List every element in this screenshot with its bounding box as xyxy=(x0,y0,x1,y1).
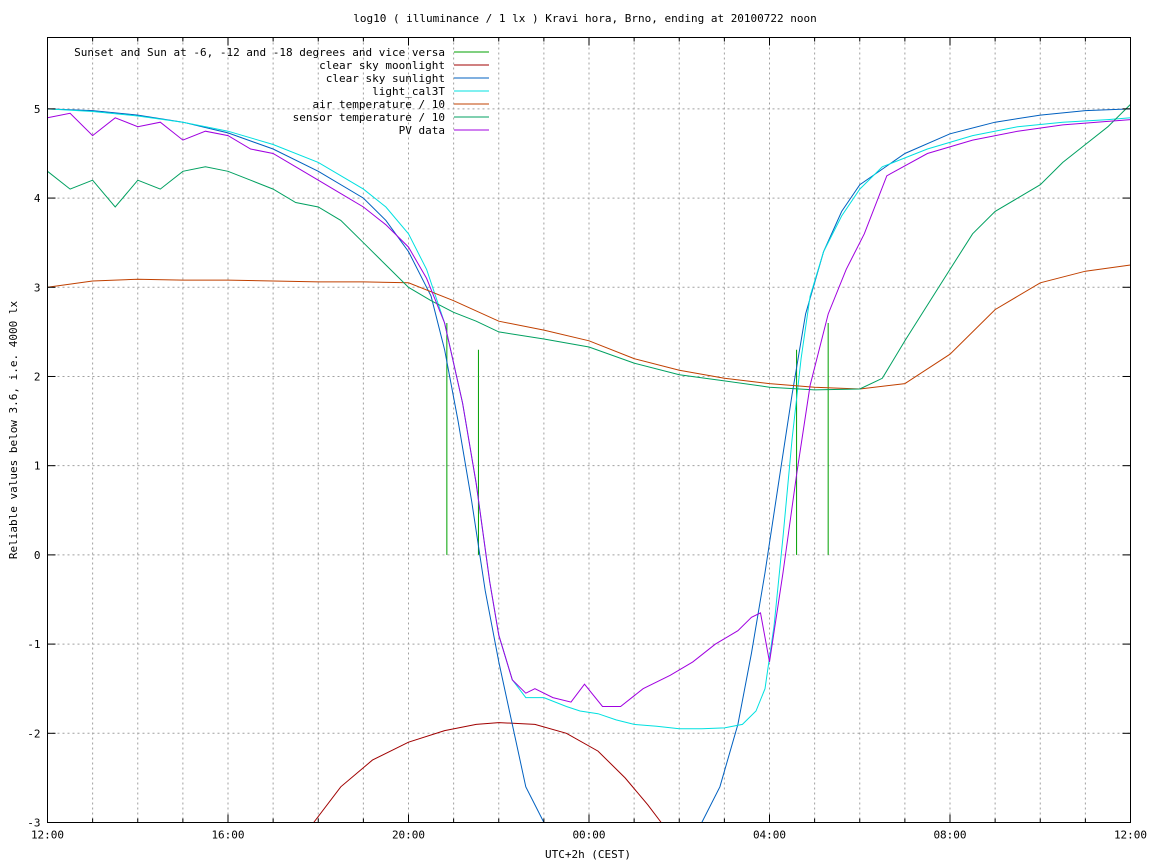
series-air-temperature-10 xyxy=(47,264,1131,390)
series-line xyxy=(313,722,662,823)
y-tick-label: -1 xyxy=(27,638,40,651)
x-tick-label: 00:00 xyxy=(572,829,605,842)
series-line xyxy=(47,108,1131,730)
series-clear-sky-moonlight xyxy=(313,722,662,823)
y-tick-label: -2 xyxy=(27,727,40,740)
x-tick-label: 20:00 xyxy=(392,829,425,842)
legend-entry-label: clear sky moonlight xyxy=(319,59,445,72)
legend-entry-label: sensor temperature / 10 xyxy=(293,111,445,124)
series-sensor-temperature-10 xyxy=(47,104,1131,391)
chart-title: log10 ( illuminance / 1 lx ) Kravi hora,… xyxy=(353,12,817,25)
y-tick-label: 5 xyxy=(34,103,41,116)
x-tick-label: 04:00 xyxy=(753,829,786,842)
series-pv-data xyxy=(47,112,1131,707)
x-tick-label: 16:00 xyxy=(211,829,244,842)
x-tick-label: 08:00 xyxy=(933,829,966,842)
series-line xyxy=(47,264,1131,390)
legend-entry-label: air temperature / 10 xyxy=(313,98,445,111)
y-axis-label: Reliable values below 3.6, i.e. 4000 lx xyxy=(7,300,20,559)
y-tick-label: 3 xyxy=(34,281,41,294)
grid xyxy=(47,37,1131,823)
legend: Sunset and Sun at -6, -12 and -18 degree… xyxy=(74,46,489,137)
x-tick-label: 12:00 xyxy=(31,829,64,842)
legend-entry-label: light_cal3T xyxy=(372,85,445,98)
y-tick-label: 0 xyxy=(34,549,41,562)
legend-entry-label: PV data xyxy=(399,124,445,137)
x-tick-label: 12:00 xyxy=(1114,829,1147,842)
legend-entry-label: Sunset and Sun at -6, -12 and -18 degree… xyxy=(74,46,445,59)
y-tick-label: 4 xyxy=(34,192,41,205)
series-line xyxy=(47,112,1131,707)
series-light-cal3t xyxy=(47,108,1131,730)
x-axis-label: UTC+2h (CEST) xyxy=(545,848,631,861)
legend-entry-label: clear sky sunlight xyxy=(326,72,445,85)
y-tick-label: 1 xyxy=(34,460,41,473)
series-line xyxy=(47,104,1131,391)
y-tick-label: -3 xyxy=(27,817,40,830)
y-tick-label: 2 xyxy=(34,370,41,383)
